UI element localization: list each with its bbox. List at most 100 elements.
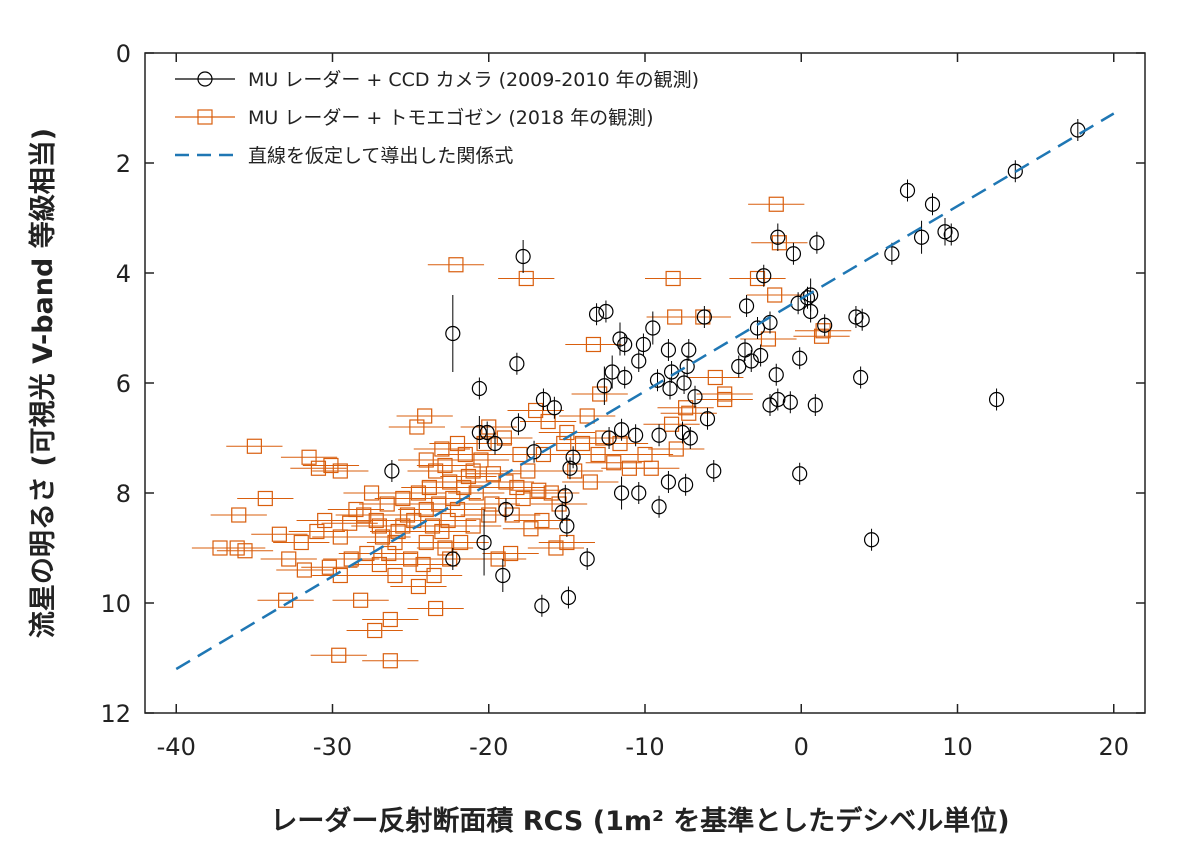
square-point — [562, 474, 619, 490]
circle-marker — [565, 449, 581, 465]
square-marker — [332, 463, 348, 479]
square-point — [310, 647, 367, 663]
square-marker — [717, 391, 733, 408]
circle-point — [863, 528, 880, 551]
square-point — [571, 386, 628, 402]
circle-point — [988, 388, 1005, 411]
square-point — [327, 501, 385, 518]
circle-marker — [682, 430, 698, 446]
circle-marker — [884, 246, 900, 262]
square-point — [498, 270, 555, 287]
square-marker — [257, 490, 273, 507]
circle-marker — [756, 268, 772, 284]
square-marker — [760, 331, 777, 347]
square-marker — [453, 534, 469, 551]
square-marker — [309, 523, 325, 540]
square-point — [696, 386, 753, 402]
circle-point — [476, 509, 492, 576]
x-tick-label: 0 — [794, 733, 809, 761]
square-marker — [681, 405, 697, 421]
circle-marker — [445, 325, 461, 342]
square-marker — [293, 534, 309, 551]
square-point — [209, 540, 266, 556]
circle-marker — [612, 331, 628, 347]
square-point — [502, 521, 560, 537]
square-marker — [368, 512, 384, 529]
circle-marker — [753, 347, 769, 364]
circle-point — [604, 355, 620, 389]
circle-marker — [706, 463, 722, 479]
circle-point — [854, 308, 870, 331]
square-point — [216, 543, 274, 559]
square-marker — [496, 430, 512, 446]
square-point — [740, 331, 797, 347]
circle-marker — [651, 427, 667, 443]
square-point — [748, 196, 805, 212]
circle-marker — [660, 474, 677, 490]
square-point — [401, 479, 458, 496]
circle-marker — [768, 367, 784, 383]
circle-point — [738, 295, 755, 317]
square-marker — [515, 490, 531, 507]
square-point — [251, 526, 308, 542]
square-marker — [503, 545, 519, 562]
square-marker — [437, 457, 453, 474]
square-point — [413, 441, 470, 457]
square-marker — [606, 455, 622, 471]
circle-marker — [803, 303, 819, 320]
square-point — [795, 323, 852, 339]
circle-point — [487, 432, 503, 455]
circle-point — [651, 495, 667, 518]
square-marker — [321, 559, 337, 575]
square-marker — [767, 287, 783, 303]
square-point — [416, 540, 474, 556]
square-point — [359, 496, 416, 512]
circle-point — [534, 594, 550, 617]
square-marker — [592, 386, 608, 402]
circle-point — [498, 498, 514, 521]
circle-point — [803, 300, 819, 323]
circle-marker — [1007, 163, 1023, 179]
circle-marker — [782, 394, 798, 410]
square-point — [407, 600, 464, 617]
square-point — [674, 309, 731, 325]
square-point — [660, 405, 717, 421]
square-marker — [528, 402, 544, 419]
square-point — [398, 452, 455, 468]
square-point — [546, 463, 603, 479]
circle-marker — [651, 499, 667, 515]
circle-point — [762, 394, 778, 416]
circle-marker — [660, 342, 677, 358]
square-marker — [323, 457, 339, 474]
y-tick-label: 6 — [116, 370, 131, 398]
circle-marker — [526, 444, 542, 460]
circle-marker — [471, 380, 487, 397]
square-marker — [237, 543, 253, 559]
fit-line — [175, 112, 1115, 671]
square-point — [535, 435, 592, 452]
circle-marker — [770, 391, 786, 408]
circle-point — [817, 314, 833, 337]
circle-point — [510, 413, 527, 436]
circle-point — [853, 366, 869, 389]
square-marker — [281, 551, 297, 567]
square-marker — [426, 567, 442, 584]
square-marker — [363, 485, 380, 501]
square-marker — [317, 512, 333, 529]
circle-point — [662, 377, 678, 400]
square-point — [445, 463, 502, 479]
circle-point — [471, 377, 487, 400]
square-marker — [534, 512, 550, 529]
circle-marker — [770, 229, 786, 245]
circle-marker — [762, 397, 778, 413]
legend-label-ccd: MU レーダー + CCD カメラ (2009-2010 年の観測) — [248, 69, 699, 91]
circle-point — [613, 418, 630, 441]
circle-marker — [792, 350, 808, 366]
circle-point — [743, 350, 759, 372]
square-point — [396, 408, 453, 424]
square-point — [495, 490, 552, 507]
circle-marker — [853, 369, 869, 386]
square-point — [601, 460, 658, 476]
square-marker — [531, 482, 547, 498]
